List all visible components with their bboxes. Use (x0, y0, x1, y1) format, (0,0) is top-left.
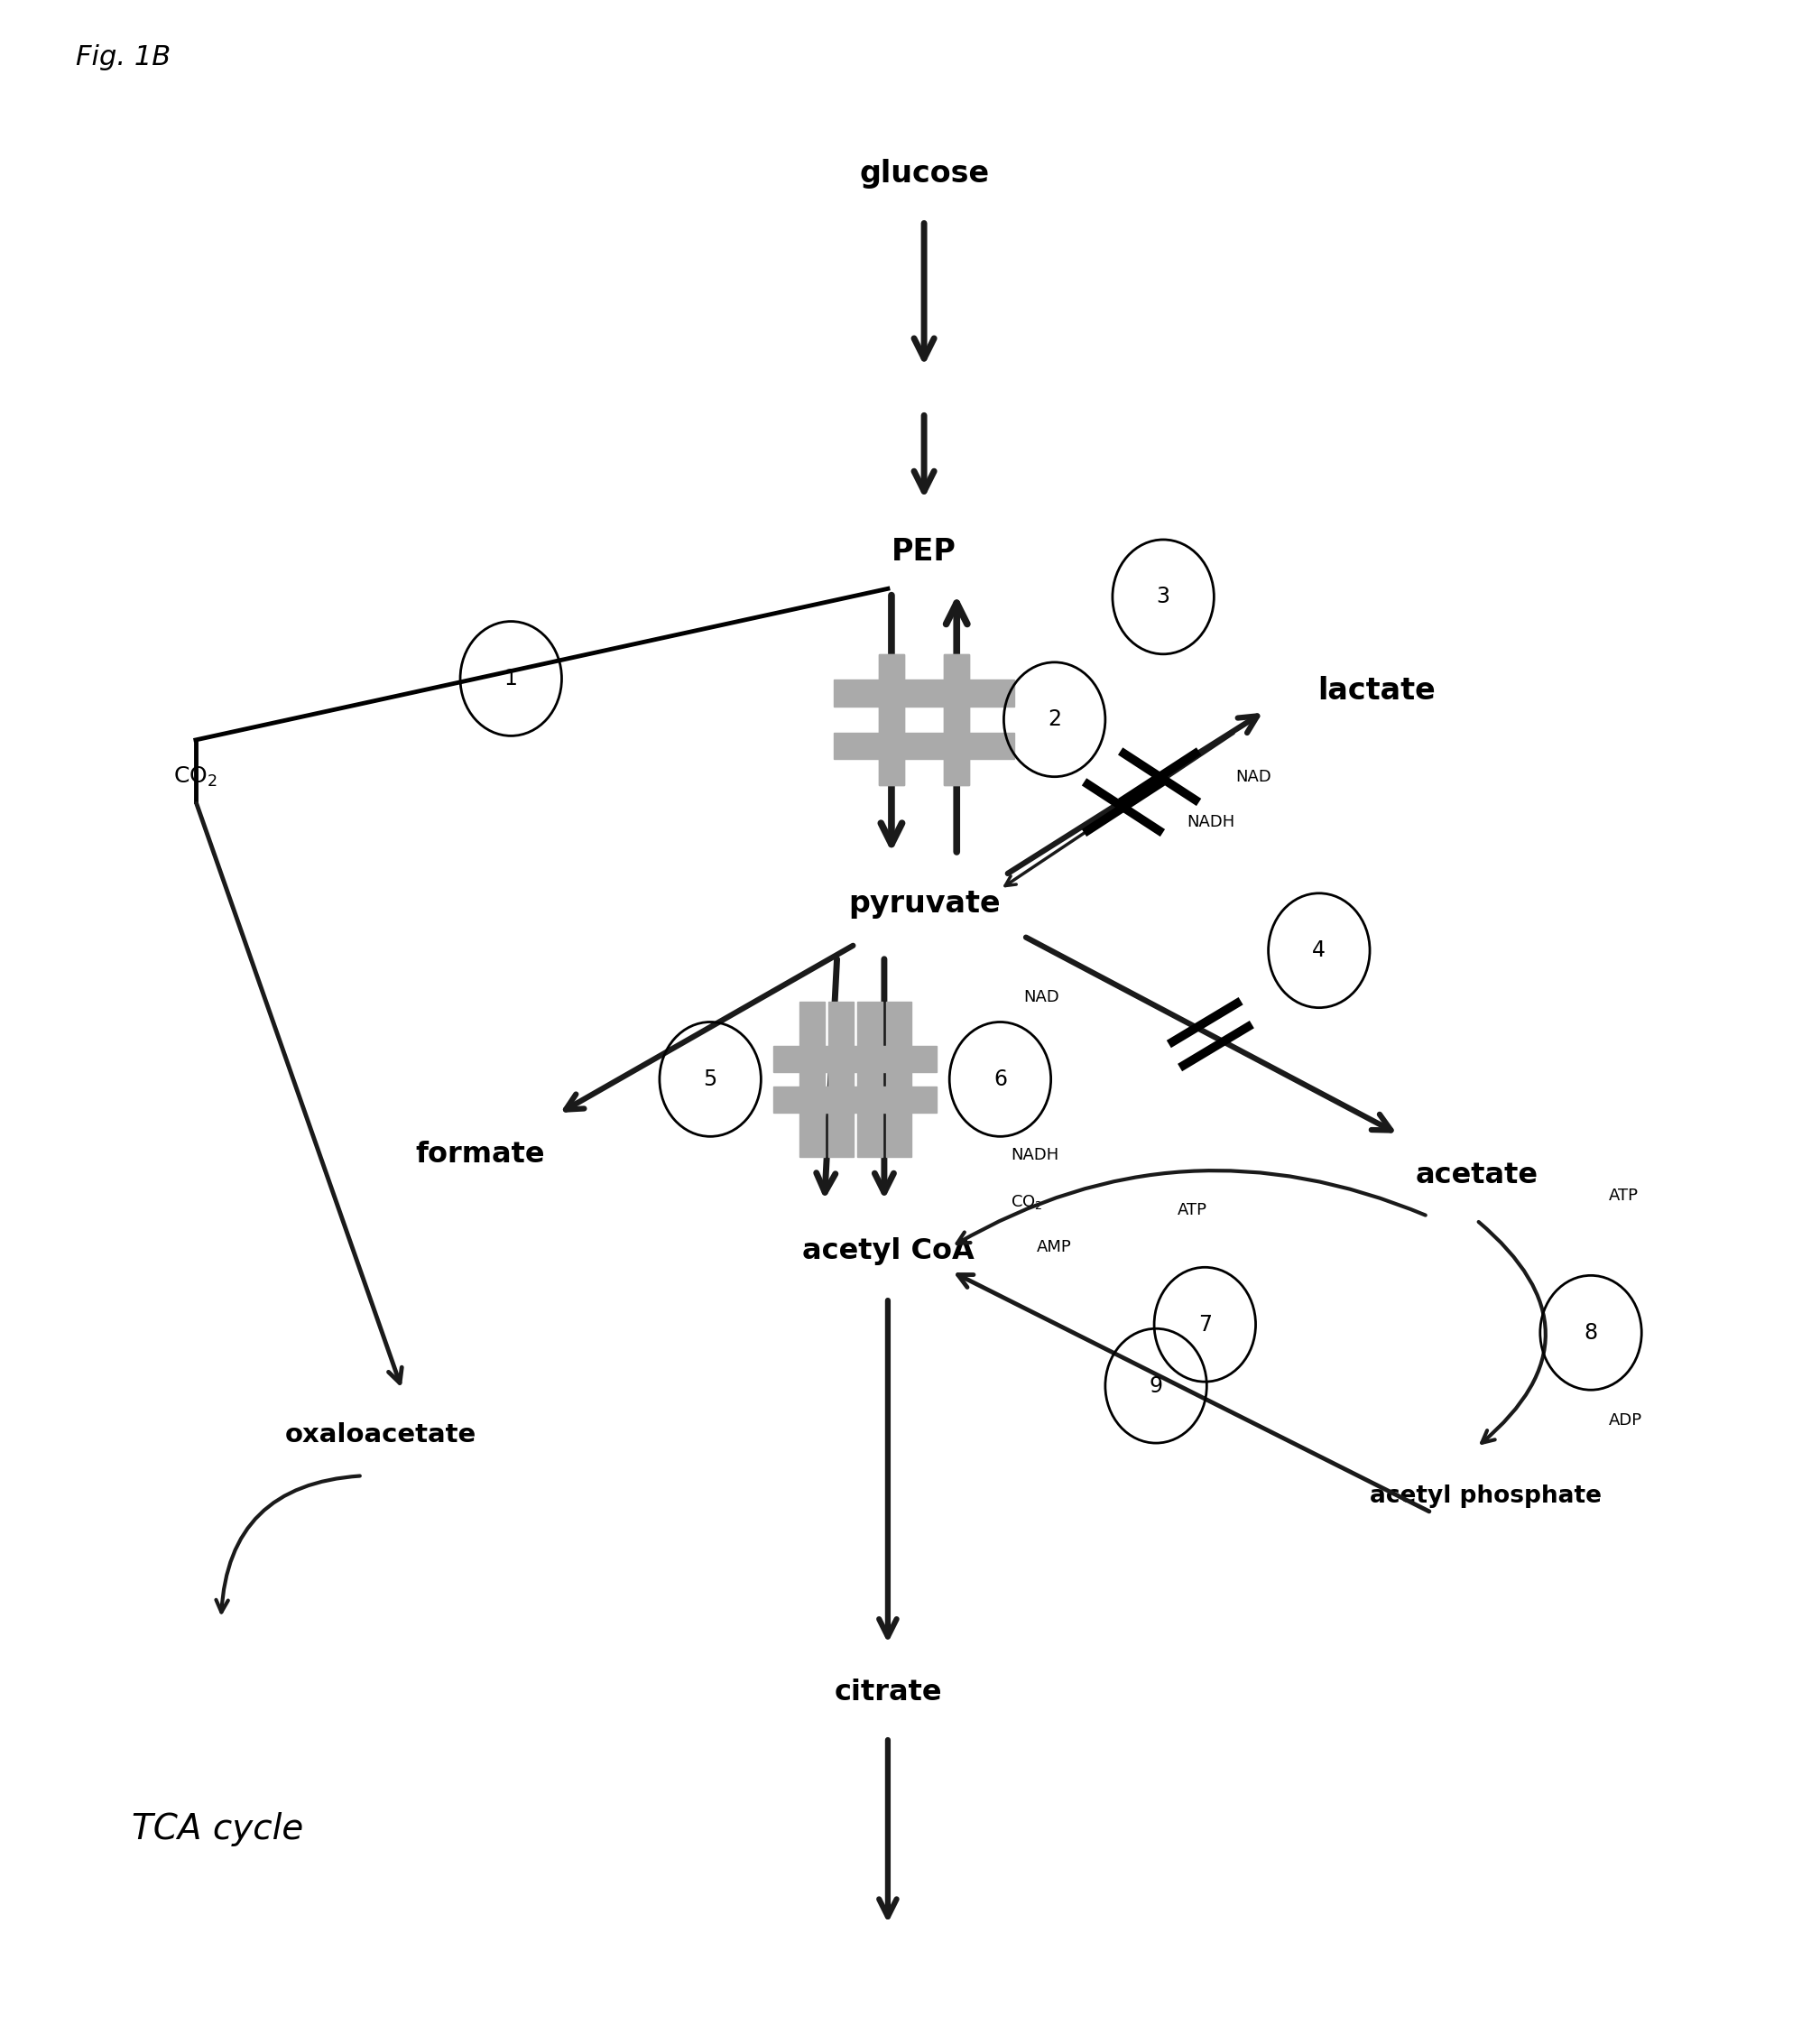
Text: acetate: acetate (1414, 1161, 1538, 1190)
Bar (828, 1002, 853, 1157)
Bar (833, 681, 1014, 707)
Text: CO$_2$: CO$_2$ (1011, 1194, 1043, 1210)
Text: citrate: citrate (833, 1678, 942, 1707)
Text: ADP: ADP (1608, 1412, 1641, 1429)
Text: formate: formate (415, 1141, 545, 1169)
Text: 3: 3 (1155, 587, 1170, 607)
Text: NADH: NADH (1186, 814, 1235, 830)
Text: 7: 7 (1197, 1314, 1212, 1335)
Text: 2: 2 (1047, 709, 1061, 730)
Text: glucose: glucose (858, 159, 989, 188)
Bar (944, 654, 969, 785)
Text: NADH: NADH (1011, 1147, 1059, 1163)
Text: 9: 9 (1148, 1376, 1163, 1396)
Text: 1: 1 (503, 668, 518, 689)
Bar (857, 1002, 882, 1157)
Text: ATP: ATP (1608, 1188, 1637, 1204)
Text: acetyl CoA: acetyl CoA (802, 1237, 973, 1265)
Bar (944, 654, 969, 785)
Text: AMP: AMP (1036, 1239, 1072, 1255)
Text: NAD: NAD (1235, 769, 1271, 785)
Text: pyruvate: pyruvate (848, 889, 1000, 918)
Text: oxaloacetate: oxaloacetate (284, 1423, 476, 1447)
Bar (878, 654, 904, 785)
Text: ATP: ATP (1177, 1202, 1206, 1218)
Text: 6: 6 (992, 1069, 1007, 1089)
Text: lactate: lactate (1317, 677, 1436, 705)
Text: 5: 5 (703, 1069, 717, 1089)
Text: 8: 8 (1583, 1322, 1597, 1343)
Bar (773, 1047, 936, 1073)
Text: 4: 4 (1311, 940, 1326, 961)
Bar (833, 734, 1014, 760)
Text: NAD: NAD (1023, 989, 1059, 1006)
Bar (799, 1002, 824, 1157)
Bar (878, 654, 904, 785)
Bar (773, 1087, 936, 1114)
Bar (886, 1002, 911, 1157)
Text: Fig. 1B: Fig. 1B (76, 45, 170, 69)
Text: PEP: PEP (891, 538, 956, 566)
Text: acetyl phosphate: acetyl phosphate (1369, 1484, 1601, 1508)
Text: TCA cycle: TCA cycle (132, 1813, 302, 1846)
Text: CO$_2$: CO$_2$ (174, 764, 217, 789)
